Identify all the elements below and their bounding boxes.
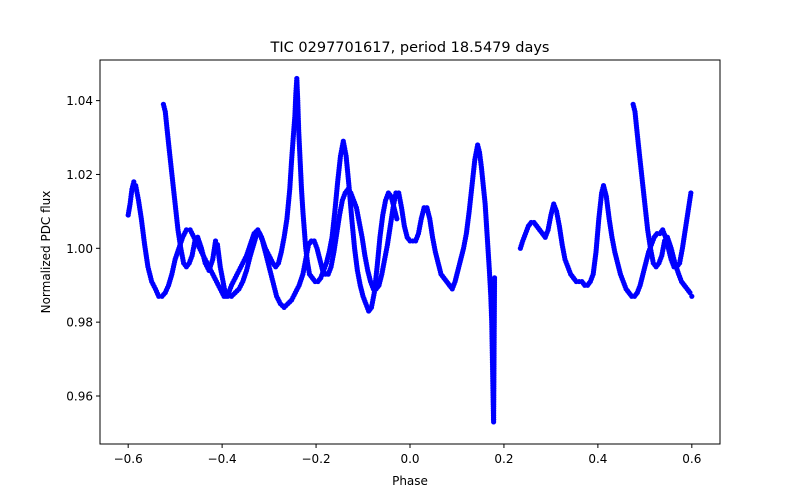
x-tick-label: −0.4 [208, 452, 237, 466]
y-tick-label: 1.04 [66, 94, 93, 108]
y-tick-label: 0.96 [66, 390, 93, 404]
x-tick-label: 0.2 [494, 452, 513, 466]
chart-title: TIC 0297701617, period 18.5479 days [270, 40, 550, 56]
x-tick-label: 0.6 [682, 452, 701, 466]
x-tick-label: 0.4 [588, 452, 607, 466]
x-axis: −0.6 −0.4 −0.2 0.0 0.2 0.4 0.6 [114, 444, 701, 466]
y-axis: 0.96 0.98 1.00 1.02 1.04 [66, 94, 100, 404]
data-point [491, 275, 498, 281]
y-tick-label: 1.02 [66, 168, 93, 182]
x-tick-label: −0.2 [301, 452, 330, 466]
data-point [183, 227, 190, 233]
y-tick-label: 0.98 [66, 316, 93, 330]
x-tick-label: −0.6 [114, 452, 143, 466]
x-tick-label: 0.0 [400, 452, 419, 466]
data-point [394, 216, 400, 222]
data-point [688, 190, 694, 196]
y-axis-label: Normalized PDC flux [39, 191, 53, 314]
data-point [689, 293, 695, 299]
scatter-points [125, 75, 695, 425]
y-tick-label: 1.00 [66, 242, 93, 256]
x-axis-label: Phase [392, 474, 428, 488]
